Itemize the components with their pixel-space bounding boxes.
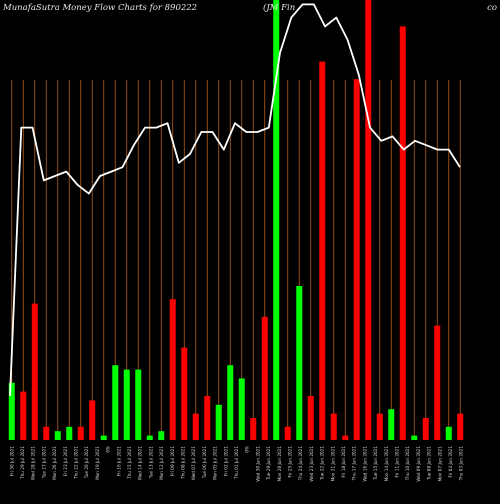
subtitle-fragment-1: (JM (263, 3, 279, 13)
volume-bar (135, 369, 142, 440)
money-flow-line (9, 3, 461, 397)
x-tick-label: Thu 17 Jun 2021 (352, 446, 357, 482)
volume-bar (123, 369, 130, 440)
x-tick-label: Tue 29 Jun 2021 (266, 446, 271, 481)
x-tick-label: Tue 27 Jul 2021 (41, 446, 46, 480)
x-tick-label: Thu 29 Jul 2021 (20, 446, 25, 480)
x-tick-label: Thu 08 Jul 2021 (181, 446, 186, 480)
volume-bar (215, 404, 222, 440)
x-tick-label: Wed 14 Jul 2021 (138, 446, 143, 480)
x-tick-label: Thu 01 Jul 2021 (234, 446, 239, 480)
x-tick-label: Tue 06 Jul 2021 (202, 446, 207, 480)
volume-bar (66, 426, 73, 440)
x-tick-label: 0% (106, 446, 111, 453)
x-tick-label: Fri 23 Jul 2021 (63, 446, 68, 476)
volume-bar (31, 303, 38, 440)
x-tick-label: Mon 05 Jul 2021 (213, 446, 218, 480)
volume-bar (250, 418, 257, 440)
volume-bar (399, 26, 406, 441)
x-tick-label: Thu 10 Jun 2021 (405, 446, 410, 482)
volume-bar (204, 396, 211, 440)
volume-bar (296, 286, 303, 440)
volume-bar (89, 400, 96, 440)
volume-bar (100, 435, 107, 440)
volume-bar (307, 396, 314, 440)
x-tick-label: Mon 07 Jun 2021 (437, 446, 442, 482)
x-tick-label: Wed 30 Jun 2021 (255, 446, 260, 482)
x-tick-label: Tue 13 Jul 2021 (148, 446, 153, 480)
subtitle-fragment-2: Fin (281, 3, 296, 13)
x-tick-label: 0% (245, 446, 250, 453)
volume-bar (227, 365, 234, 440)
x-tick-label: Mon 28 Jun 2021 (277, 446, 282, 482)
volume-bar (445, 426, 452, 440)
x-tick-label: Fri 30 Jul 2021 (9, 446, 14, 476)
chart-title-right-fragment: co (487, 3, 497, 13)
x-tick-label: Wed 28 Jul 2021 (31, 446, 36, 480)
volume-bar (330, 413, 337, 440)
volume-bar (411, 435, 418, 440)
volume-bar (77, 426, 84, 440)
x-tick-label: Thu 15 Jul 2021 (127, 446, 132, 480)
volume-bar (54, 431, 61, 440)
x-tick-label: Fri 09 Jul 2021 (170, 446, 175, 476)
x-tick-label: Mon 14 Jun 2021 (384, 446, 389, 482)
volume-bar (422, 418, 429, 440)
volume-bar (158, 431, 165, 440)
volume-bar (169, 299, 176, 440)
x-tick-label: Tue 22 Jun 2021 (320, 446, 325, 481)
x-tick-label: Fri 02 Jul 2021 (223, 446, 228, 476)
x-tick-label: Thu 24 Jun 2021 (298, 446, 303, 482)
volume-bar (457, 413, 464, 440)
x-tick-label: Tue 20 Jul 2021 (84, 446, 89, 480)
volume-bar (365, 0, 372, 440)
chart-title: MunafaSutra Money Flow Charts for 890222 (3, 3, 198, 13)
x-tick-label: Mon 19 Jul 2021 (95, 446, 100, 480)
x-tick-label: Wed 23 Jun 2021 (309, 446, 314, 482)
volume-bar (181, 347, 188, 440)
x-tick-label: Fri 04 Jun 2021 (448, 446, 453, 478)
x-tick-label: Mon 26 Jul 2021 (52, 446, 57, 480)
volume-bar (261, 316, 268, 440)
x-tick-label: Fri 25 Jun 2021 (287, 446, 292, 478)
volume-bar (319, 61, 326, 440)
x-tick-label: Thu 22 Jul 2021 (74, 446, 79, 480)
chart-subtitle-fragment: (JM Fin (263, 3, 295, 13)
volume-bar (273, 0, 280, 440)
volume-bar (8, 382, 15, 440)
x-tick-label: Fri 18 Jun 2021 (341, 446, 346, 478)
x-tick-label: Mon 12 Jul 2021 (159, 446, 164, 480)
x-tick-label: Wed 07 Jul 2021 (191, 446, 196, 480)
volume-bar (192, 413, 199, 440)
volume-bar (43, 426, 50, 440)
volume-bar (20, 391, 27, 440)
volume-bar (388, 409, 395, 440)
volume-bar (284, 426, 291, 440)
volume-bar (112, 365, 119, 440)
volume-bar (146, 435, 153, 440)
x-tick-label: Wed 16 Jun 2021 (362, 446, 367, 482)
volume-bar (238, 378, 245, 440)
x-tick-label: Mon 21 Jun 2021 (330, 446, 335, 482)
x-tick-label: Tue 15 Jun 2021 (373, 446, 378, 481)
volume-bar (342, 435, 349, 440)
volume-bar (376, 413, 383, 440)
x-tick-label: Wed 09 Jun 2021 (416, 446, 421, 482)
volume-bar (353, 79, 360, 440)
x-tick-label: Thu 03 Jun 2021 (459, 446, 464, 482)
x-tick-label: Fri 11 Jun 2021 (394, 446, 399, 478)
x-tick-label: Tue 08 Jun 2021 (427, 446, 432, 481)
volume-bar (434, 325, 441, 440)
x-tick-label: Fri 16 Jul 2021 (116, 446, 121, 476)
